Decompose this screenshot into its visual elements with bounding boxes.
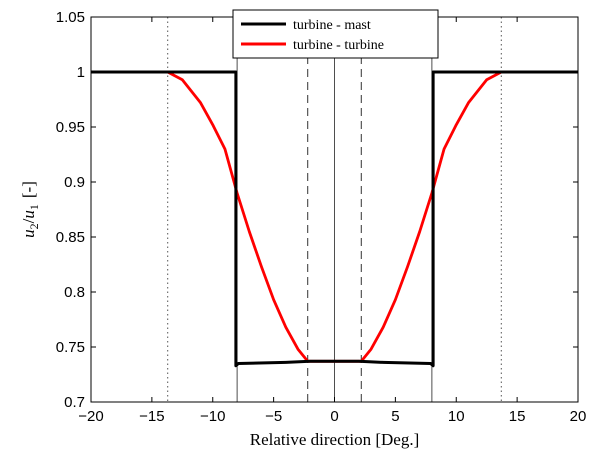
- x-tick-label-2: −10: [200, 408, 225, 425]
- y-label-numerator-sub: 2: [27, 223, 41, 229]
- y-tick-label-1: 0.75: [56, 339, 85, 356]
- y-tick-label-5: 0.95: [56, 119, 85, 136]
- series-line-turbine-mast: [91, 70, 578, 368]
- series-layer: [91, 70, 578, 368]
- y-tick-label-4: 0.9: [64, 174, 85, 191]
- x-tick-label-1: −15: [139, 408, 164, 425]
- x-tick-label-6: 10: [448, 408, 465, 425]
- legend-label-turbine-turbine: turbine - turbine: [293, 38, 384, 53]
- y-tick-label-6: 1: [77, 64, 85, 81]
- legend: turbine - mast turbine - turbine: [232, 9, 439, 59]
- y-label-denominator-sub: 1: [27, 204, 41, 210]
- x-tick-label-7: 15: [509, 408, 526, 425]
- y-tick-label-0: 0.7: [64, 394, 85, 411]
- x-tick-label-4: 0: [330, 408, 338, 425]
- x-tick-label-5: 5: [391, 408, 399, 425]
- tick-labels: −20 −15 −10 −5 0 5 10 15 20 0.7 0.75 0.8 0.85 0.9 0.95…: [56, 9, 587, 425]
- x-tick-label-8: 20: [570, 408, 587, 425]
- y-label-denominator: u: [19, 210, 38, 219]
- y-tick-label-2: 0.8: [64, 284, 85, 301]
- legend-label-turbine-mast: turbine - mast: [293, 18, 371, 33]
- x-axis-label: Relative direction [Deg.]: [250, 430, 419, 449]
- y-label-unit: [-]: [19, 181, 38, 198]
- legend-box: [232, 9, 439, 59]
- y-axis-label: u2/u1[-]: [19, 181, 41, 238]
- x-tick-label-0: −20: [78, 408, 103, 425]
- y-tick-label-7: 1.05: [56, 9, 85, 26]
- x-tick-label-3: −5: [265, 408, 282, 425]
- y-label-slash: /: [19, 218, 38, 223]
- y-label-numerator: u: [19, 229, 38, 238]
- y-tick-label-3: 0.85: [56, 229, 85, 246]
